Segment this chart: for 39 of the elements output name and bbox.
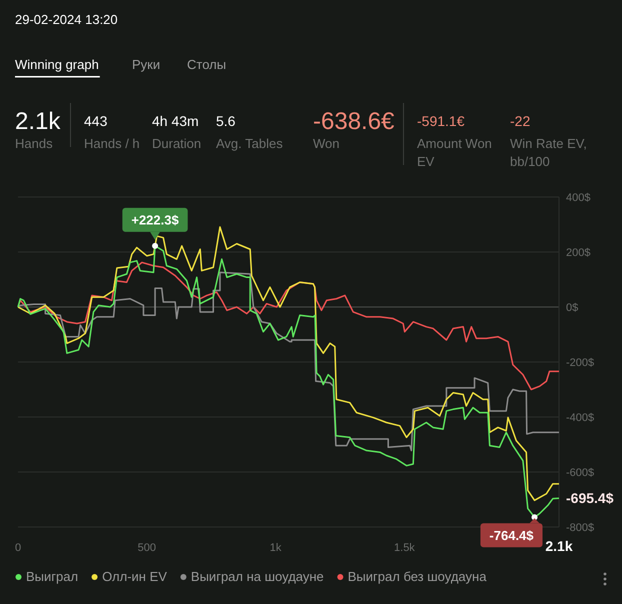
y-tick-label: 200$ bbox=[566, 246, 590, 259]
x-tick-label: 1k bbox=[270, 542, 282, 554]
y-tick-label: 0$ bbox=[566, 302, 578, 314]
annotation: -695.4$ bbox=[566, 490, 614, 506]
text: -22 bbox=[510, 113, 530, 129]
y-tick-label: 400$ bbox=[566, 192, 590, 204]
text: 5.6 bbox=[216, 113, 236, 129]
legend-label: Олл-ин EV bbox=[102, 569, 168, 584]
text: Won bbox=[313, 136, 340, 151]
text: Hands bbox=[15, 136, 54, 151]
y-tick-label: -400$ bbox=[566, 412, 594, 424]
x-tick-label: 2.1k bbox=[545, 538, 573, 554]
text: Win Rate EV, bb/100 bbox=[510, 136, 587, 169]
line-series bbox=[17, 262, 560, 390]
y-tick-label: -200$ bbox=[566, 356, 594, 369]
x-tick-label: 500 bbox=[138, 542, 156, 554]
y-tick-label: -800$ bbox=[566, 522, 594, 534]
text: -638.6€ bbox=[313, 108, 396, 135]
text: Avg. Tables bbox=[216, 136, 284, 151]
text: 29-02-2024 13:20 bbox=[15, 12, 118, 27]
text: 443 bbox=[84, 113, 108, 129]
annotation: -764.4$ bbox=[489, 528, 534, 543]
legend-label: Выиграл на шоудауне bbox=[190, 569, 324, 584]
legend-label: Выиграл bbox=[26, 569, 78, 584]
text: Amount Won EV bbox=[417, 136, 492, 169]
y-tick-label: -600$ bbox=[566, 466, 594, 479]
text: Руки bbox=[132, 57, 160, 72]
text: Winning graph bbox=[15, 57, 99, 72]
line-series bbox=[17, 272, 560, 452]
x-tick-label: 0 bbox=[14, 542, 22, 554]
text: Duration bbox=[152, 136, 202, 151]
text: Hands / h bbox=[84, 136, 140, 151]
text: -591.1€ bbox=[417, 113, 465, 129]
text: 4h 43m bbox=[152, 113, 199, 129]
text: 2.1k bbox=[15, 108, 62, 135]
x-tick-label: 1.5k bbox=[394, 542, 416, 554]
text: Столы bbox=[187, 57, 226, 72]
annotation: +222.3$ bbox=[131, 212, 180, 228]
legend-label: Выиграл без шоудауна bbox=[348, 569, 488, 584]
